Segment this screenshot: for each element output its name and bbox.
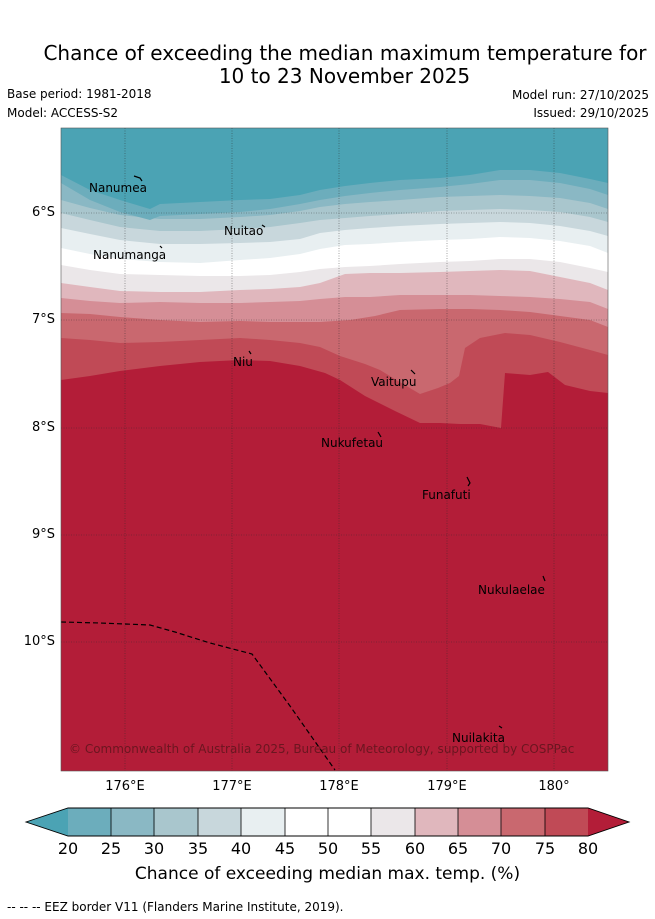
base-period: Base period: 1981-2018 — [7, 87, 152, 101]
eez-border-note: -- -- -- EEZ border V11 (Flanders Marine… — [7, 900, 344, 914]
colorbar-dividers — [110, 808, 546, 836]
probability-bands — [61, 128, 608, 771]
lon-label-176e: 176°E — [105, 779, 145, 794]
lon-label-180: 180° — [538, 779, 570, 794]
map-title-line1: Chance of exceeding the median maximum t… — [43, 41, 647, 65]
map-title-line2: 10 to 23 November 2025 — [218, 64, 471, 88]
place-funafuti: Funafuti — [422, 488, 471, 502]
lat-label-8s: 8°S — [31, 420, 55, 435]
eez-border — [61, 621, 336, 771]
colorbar-extend-low — [26, 808, 68, 836]
colorbar-tick: 35 — [187, 839, 209, 858]
island-outlines — [133, 175, 546, 729]
band-below-20 — [61, 128, 608, 209]
colorbar-cell — [414, 808, 459, 836]
colorbar-cell — [68, 808, 112, 836]
lat-label-7s: 7°S — [31, 312, 55, 327]
colorbar-label: Chance of exceeding median max. temp. (%… — [134, 864, 521, 884]
colorbar-tick: 25 — [100, 839, 122, 858]
colorbar-cell — [371, 808, 416, 836]
colorbar-tick: 65 — [447, 839, 469, 858]
colorbar-tick: 70 — [490, 839, 512, 858]
lat-label-6s: 6°S — [31, 205, 55, 220]
place-nuitao: Nuitao — [224, 224, 264, 238]
colorbar-tick: 60 — [404, 839, 426, 858]
colorbar-cell — [328, 808, 372, 836]
map-frame — [60, 127, 609, 772]
lat-label-10s: 10°S — [23, 634, 55, 649]
lon-label-177e: 177°E — [212, 779, 252, 794]
colorbar-cell — [111, 808, 156, 836]
gridlines — [61, 128, 608, 771]
colorbar-tick: 75 — [534, 839, 556, 858]
colorbar-cell — [198, 808, 242, 836]
place-vaitupu: Vaitupu — [371, 375, 417, 389]
place-nanumea: Nanumea — [89, 181, 147, 195]
colorbar-cell — [284, 808, 329, 836]
colorbar-tick: 30 — [143, 839, 165, 858]
issued-date: Issued: 29/10/2025 — [533, 106, 649, 120]
colorbar-cells — [26, 808, 629, 836]
colorbar-cell — [501, 808, 546, 836]
model-run-date: Model run: 27/10/2025 — [511, 88, 649, 102]
copyright-notice: © Commonwealth of Australia 2025, Bureau… — [69, 742, 575, 756]
model-name: Model: ACCESS-S2 — [7, 106, 119, 120]
place-nuilakita: Nuilakita — [452, 731, 505, 745]
colorbar-tick: 40 — [230, 839, 252, 858]
colorbar-tick: 80 — [577, 839, 599, 858]
lat-label-9s: 9°S — [31, 527, 55, 542]
colorbar-outline — [24, 807, 631, 837]
colorbar-extend-high — [588, 808, 629, 836]
place-nanumanga: Nanumanga — [93, 248, 167, 262]
lon-label-178e: 178°E — [319, 779, 359, 794]
colorbar-tick: 55 — [360, 839, 382, 858]
colorbar-cell — [458, 808, 502, 836]
colorbar-tick: 20 — [57, 839, 79, 858]
place-nukulaelae: Nukulaelae — [478, 583, 545, 597]
colorbar — [24, 807, 631, 837]
colorbar-tick: 50 — [317, 839, 339, 858]
colorbar-cell — [241, 808, 286, 836]
lon-label-179e: 179°E — [427, 779, 467, 794]
place-nukufetau: Nukufetau — [321, 436, 384, 450]
colorbar-cell — [544, 808, 589, 836]
place-niu: Niu — [233, 355, 253, 369]
colorbar-cell — [154, 808, 199, 836]
colorbar-tick: 45 — [274, 839, 296, 858]
